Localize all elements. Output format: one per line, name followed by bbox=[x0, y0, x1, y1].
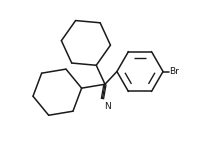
Text: Br: Br bbox=[169, 67, 179, 76]
Text: N: N bbox=[104, 102, 110, 111]
